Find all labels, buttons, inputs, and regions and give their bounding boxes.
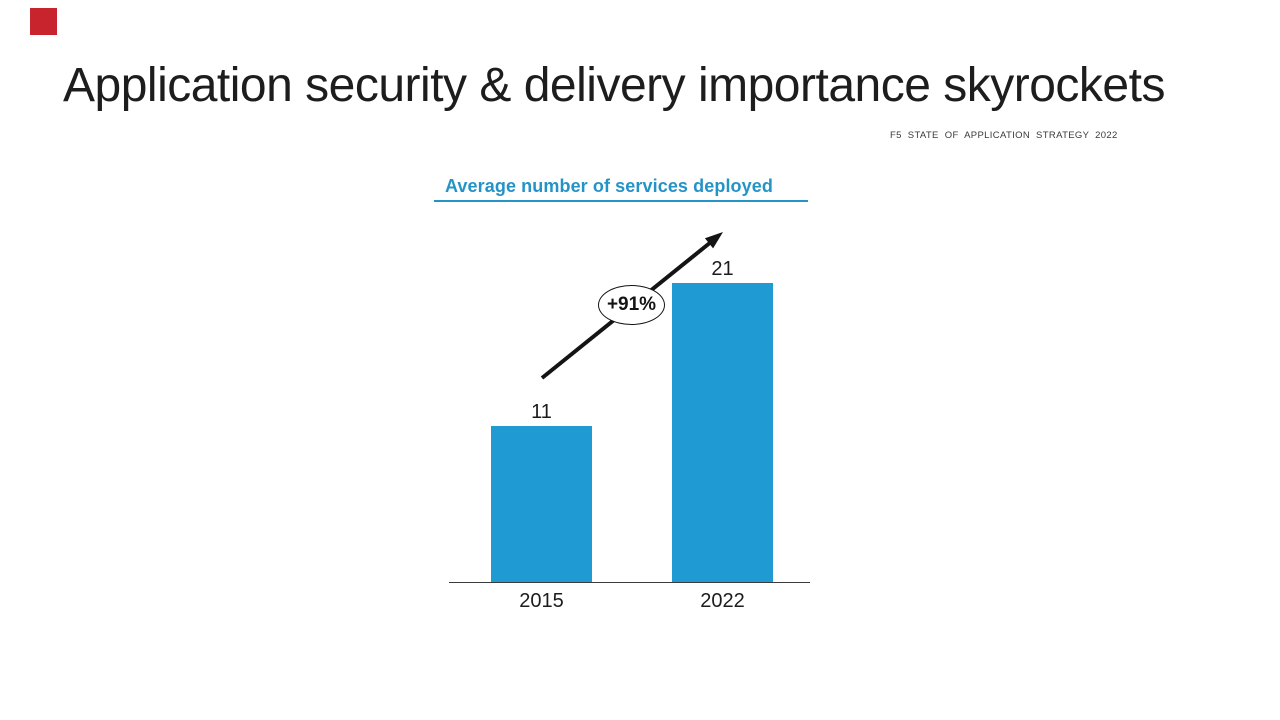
bar-2015 bbox=[491, 426, 592, 583]
x-axis-line bbox=[449, 582, 810, 583]
x-axis-label-2022: 2022 bbox=[700, 590, 745, 612]
x-axis-label-2015: 2015 bbox=[519, 590, 564, 612]
bar-value-label-2015: 11 bbox=[531, 401, 552, 423]
chart-title: Average number of services deployed bbox=[445, 176, 773, 196]
growth-annotation-label: +91% bbox=[606, 294, 657, 315]
accent-square bbox=[30, 8, 57, 35]
bar-2022 bbox=[672, 283, 773, 583]
chart-title-underline bbox=[434, 200, 808, 202]
growth-annotation-badge: +91% bbox=[598, 285, 665, 325]
source-note: F5 STATE OF APPLICATION STRATEGY 2022 bbox=[890, 130, 1118, 141]
slide-title: Application security & delivery importan… bbox=[63, 59, 1165, 112]
bar-value-label-2022: 21 bbox=[711, 258, 734, 280]
